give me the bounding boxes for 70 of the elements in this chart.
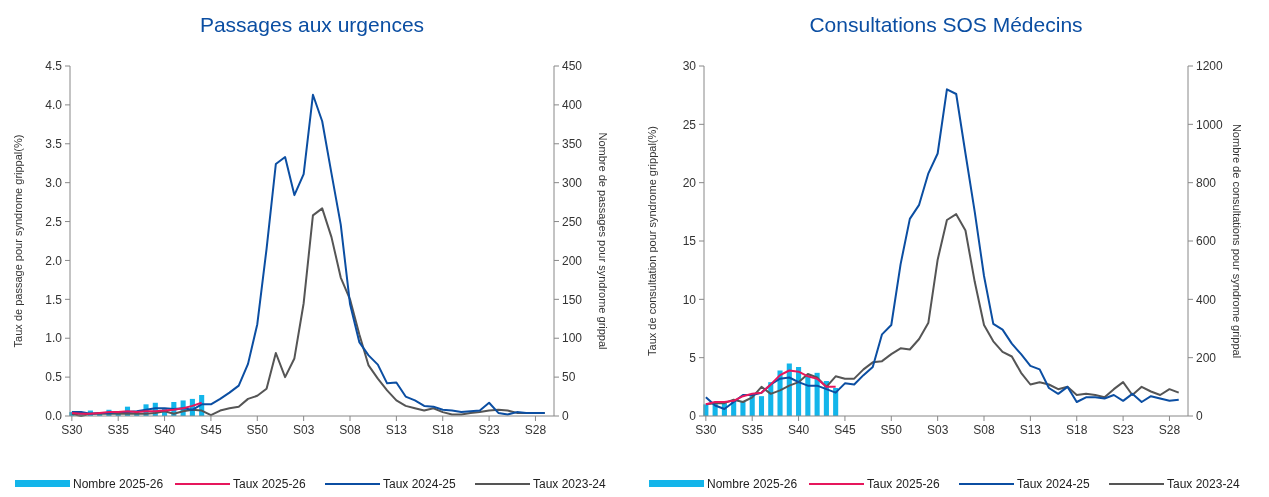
chart-title: Consultations SOS Médecins xyxy=(809,13,1083,36)
y-tick-label: 4.5 xyxy=(45,59,63,74)
y2-tick-label: 100 xyxy=(562,331,583,346)
y-tick-label: 4.0 xyxy=(45,98,63,113)
y2-tick-label: 350 xyxy=(562,136,583,151)
legend-label: Taux 2025-26 xyxy=(233,477,307,491)
legend-label: Nombre 2025-26 xyxy=(707,477,798,491)
y2-axis-title: Nombre de consultations pour syndrome grippal xyxy=(1231,123,1243,359)
legend-label: Taux 2023-24 xyxy=(533,477,607,491)
y-tick-label: 10 xyxy=(682,292,697,307)
y-tick-label: 20 xyxy=(682,175,697,190)
y-tick-label: 0.5 xyxy=(45,370,63,385)
x-tick-label: S40 xyxy=(787,423,810,437)
x-tick-label: S50 xyxy=(880,423,903,437)
y-tick-label: 1.0 xyxy=(45,331,63,346)
y2-tick-label: 50 xyxy=(562,370,576,385)
x-tick-label: S28 xyxy=(524,423,547,437)
x-tick-label: S30 xyxy=(61,423,83,437)
x-tick-label: S45 xyxy=(200,423,222,437)
x-tick-label: S03 xyxy=(292,423,315,437)
y2-tick-label: 200 xyxy=(1196,350,1217,365)
y2-tick-label: 250 xyxy=(562,214,583,229)
x-tick-label: S13 xyxy=(385,423,408,437)
x-tick-label: S08 xyxy=(339,423,362,437)
legend-label: Taux 2024-25 xyxy=(1017,477,1091,491)
y2-tick-label: 1200 xyxy=(1196,59,1224,74)
y-tick-label: 15 xyxy=(682,234,697,249)
legend-label: Taux 2024-25 xyxy=(383,477,457,491)
x-tick-label: S35 xyxy=(107,423,130,437)
x-tick-label: S03 xyxy=(926,423,949,437)
x-tick-label: S18 xyxy=(432,423,454,437)
x-tick-label: S18 xyxy=(1066,423,1088,437)
y-axis-title: Taux de consultation pour syndrome grippal(%) xyxy=(646,126,658,356)
y-tick-label: 2.5 xyxy=(45,214,63,229)
y-tick-label: 25 xyxy=(682,117,697,132)
y2-tick-label: 400 xyxy=(562,98,583,113)
chart-title: Passages aux urgences xyxy=(199,13,425,36)
x-tick-label: S08 xyxy=(973,423,996,437)
y2-tick-label: 200 xyxy=(562,253,583,268)
y2-axis-title: Nombre de passages pour syndrome grippal xyxy=(597,132,609,350)
y-tick-label: 2.0 xyxy=(45,253,63,268)
y2-tick-label: 400 xyxy=(1196,292,1217,307)
legend-label: Nombre 2025-26 xyxy=(73,477,164,491)
x-tick-label: S35 xyxy=(741,423,764,437)
y2-tick-label: 450 xyxy=(562,59,583,74)
x-tick-label: S30 xyxy=(695,423,717,437)
x-tick-label: S28 xyxy=(1158,423,1181,437)
y2-tick-label: 0 xyxy=(562,409,569,424)
y-tick-label: 1.5 xyxy=(45,292,63,307)
legend-label: Taux 2023-24 xyxy=(1167,477,1241,491)
y2-tick-label: 1000 xyxy=(1196,117,1224,132)
legend-label: Taux 2025-26 xyxy=(867,477,941,491)
y-tick-label: 0 xyxy=(689,409,697,424)
y2-tick-label: 800 xyxy=(1196,175,1217,190)
x-tick-label: S40 xyxy=(153,423,176,437)
y2-tick-label: 150 xyxy=(562,292,583,307)
y2-tick-label: 0 xyxy=(1196,409,1203,424)
y-axis-title: Taux de passage pour syndrome grippal(%) xyxy=(12,134,24,348)
y2-tick-label: 300 xyxy=(562,175,583,190)
x-tick-label: S23 xyxy=(478,423,501,437)
y-tick-label: 3.5 xyxy=(45,136,63,151)
y2-tick-label: 600 xyxy=(1196,234,1217,249)
x-tick-label: S23 xyxy=(1112,423,1135,437)
x-tick-label: S45 xyxy=(834,423,856,437)
y-tick-label: 0.0 xyxy=(45,409,63,424)
x-tick-label: S13 xyxy=(1019,423,1042,437)
y-tick-label: 3.0 xyxy=(45,175,63,190)
y-tick-label: 30 xyxy=(682,59,697,74)
x-tick-label: S50 xyxy=(246,423,269,437)
y-tick-label: 5 xyxy=(689,350,697,365)
